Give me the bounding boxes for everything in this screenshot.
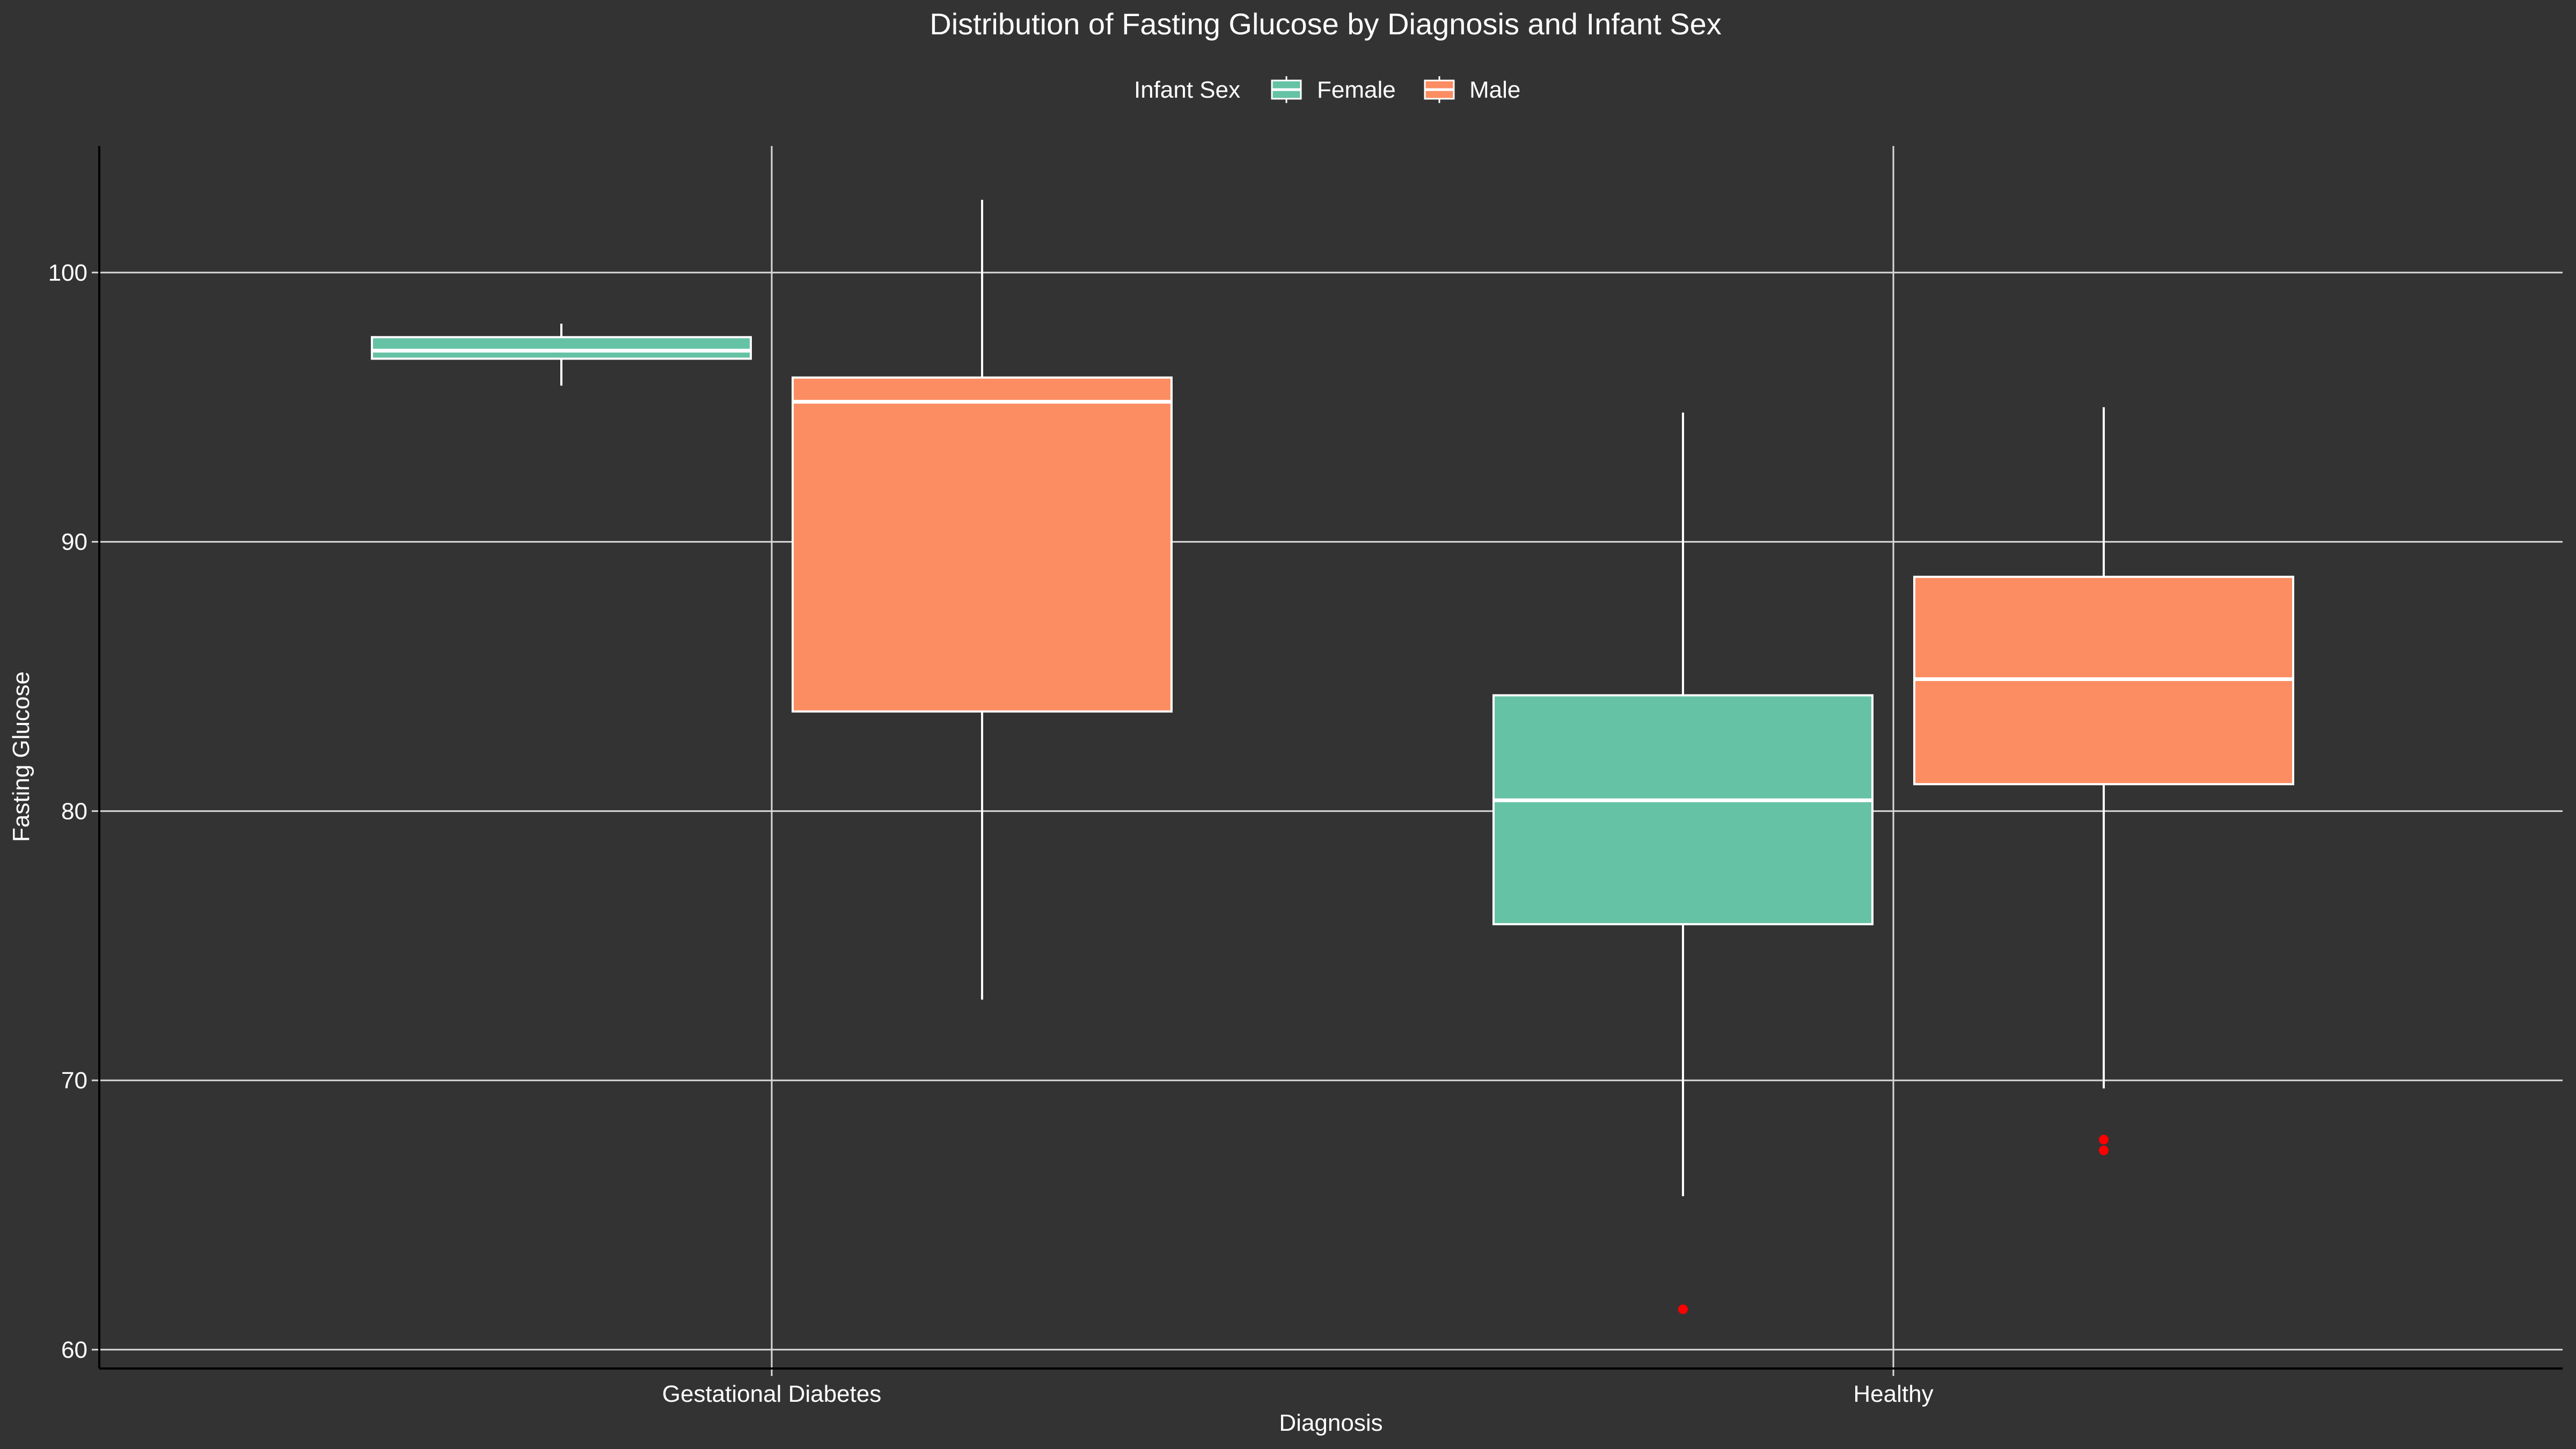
chart-title: Distribution of Fasting Glucose by Diagn… [930, 7, 1721, 41]
legend-label-female: Female [1317, 77, 1396, 103]
legend-key-female [1271, 76, 1302, 103]
y-tick-label: 60 [61, 1337, 87, 1363]
x-axis-title: Diagnosis [1279, 1410, 1382, 1436]
outlier-point-female-healthy [1678, 1304, 1688, 1314]
box-layer [371, 200, 2294, 1314]
grid-layer [99, 146, 2563, 1368]
box-female-healthy [1492, 694, 1874, 926]
x-tick-label: Healthy [1853, 1381, 1933, 1407]
legend-key-male [1424, 76, 1455, 103]
y-axis-title: Fasting Glucose [8, 671, 34, 842]
box-female-gestational-diabetes [371, 336, 752, 360]
legend-label-male: Male [1469, 77, 1520, 103]
box-male-gestational-diabetes [792, 376, 1173, 713]
y-tick-label: 80 [61, 798, 87, 824]
outlier-point-male-healthy [2099, 1145, 2109, 1155]
legend: Infant Sex Female Male [1134, 76, 1520, 103]
y-tick-label: 100 [48, 260, 87, 286]
outlier-point-male-healthy [2099, 1135, 2109, 1145]
x-tick-label: Gestational Diabetes [662, 1381, 881, 1407]
y-tick-label: 70 [61, 1067, 87, 1094]
axis-layer: 60 70 80 90 100 Gestational Diabetes Healthy [48, 146, 2563, 1407]
y-tick-label: 90 [61, 529, 87, 555]
legend-title: Infant Sex [1134, 77, 1240, 103]
